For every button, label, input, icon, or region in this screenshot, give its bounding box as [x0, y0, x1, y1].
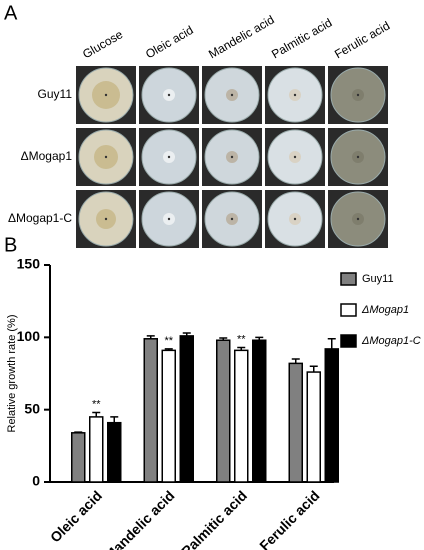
column-label: Oleic acid: [143, 23, 196, 61]
inoculum: [293, 155, 297, 159]
error-bar: [219, 337, 228, 341]
y-tick-label: 0: [32, 473, 40, 489]
inoculum: [356, 155, 360, 159]
significance: **: [164, 335, 173, 347]
bar: [306, 371, 321, 483]
y-axis-label: Relative growth rate (%): [6, 315, 18, 433]
column-label: Glucose: [80, 27, 125, 61]
inoculum: [104, 155, 108, 159]
bar: [107, 421, 122, 483]
inoculum: [167, 93, 171, 97]
inoculum: [230, 217, 234, 221]
legend-label: ΔMogap1-C: [361, 335, 421, 347]
x-tick-label: Ferulic acid: [256, 487, 322, 550]
bar: [216, 339, 231, 483]
inoculum: [230, 93, 234, 97]
bar: [161, 349, 176, 483]
inoculum: [104, 93, 108, 97]
inoculum: [356, 93, 360, 97]
y-tick-label: 150: [17, 256, 41, 272]
bar: [179, 335, 194, 483]
x-tick-label: Oleic acid: [47, 487, 105, 545]
x-tick-label: Mandelic acid: [101, 487, 177, 550]
significance: **: [92, 398, 101, 410]
legend-swatch: [340, 303, 357, 317]
error-bar: [291, 358, 300, 364]
panel-label: B: [4, 234, 17, 256]
significance: **: [237, 333, 246, 345]
row-label: Guy11: [38, 87, 73, 101]
error-bar: [237, 346, 246, 351]
inoculum: [293, 217, 297, 221]
inoculum: [167, 217, 171, 221]
legend-swatch: [340, 334, 357, 348]
inoculum: [293, 93, 297, 97]
bar-chart: 0 50 100 150 Relative growth rate (%) Oleic a…: [6, 256, 421, 550]
bar: [71, 432, 86, 483]
error-bar: [327, 338, 336, 349]
error-bar: [146, 335, 155, 339]
column-label: Mandelic acid: [206, 13, 277, 62]
x-tick-label: Palmitic acid: [178, 487, 250, 550]
legend-label: ΔMogap1: [361, 304, 409, 316]
error-bar: [255, 336, 264, 341]
y-tick-label: 100: [17, 328, 41, 344]
error-bar: [74, 431, 83, 433]
inoculum: [356, 217, 360, 221]
row-label: ΔMogap1-C: [8, 211, 72, 225]
bar: [324, 348, 339, 483]
bar: [89, 416, 104, 483]
column-label: Palmitic acid: [269, 16, 334, 62]
error-bar: [309, 365, 318, 373]
inoculum: [167, 155, 171, 159]
inoculum: [104, 217, 108, 221]
error-bar: [110, 416, 119, 423]
error-bar: [92, 411, 101, 417]
inoculum: [230, 155, 234, 159]
bar: [143, 338, 158, 483]
y-tick-label: 50: [24, 400, 40, 416]
bar: [252, 339, 267, 483]
error-bar: [182, 332, 191, 336]
bar: [288, 362, 303, 483]
column-label: Ferulic acid: [332, 19, 392, 62]
error-bar: [164, 348, 173, 351]
panel-label: A: [4, 2, 18, 24]
legend-label: Guy11: [362, 273, 394, 285]
row-label: ΔMogap1: [21, 149, 73, 163]
legend-swatch: [340, 272, 357, 286]
bar: [234, 349, 249, 483]
